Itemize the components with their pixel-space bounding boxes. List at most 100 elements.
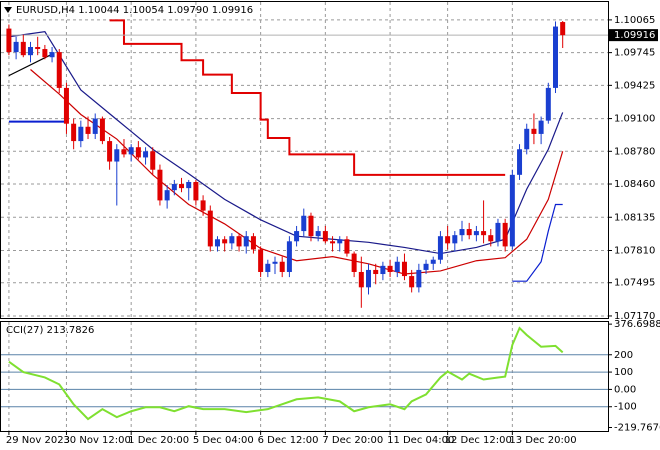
x-tick-label: 30 Nov 12:00 — [63, 435, 130, 446]
candle-body — [538, 120, 544, 134]
y-tick-label: 376.6988 — [614, 319, 660, 330]
candle-body — [315, 231, 321, 237]
candle-body — [552, 26, 558, 88]
candle-body — [42, 49, 48, 58]
candle-body — [193, 181, 199, 201]
candle-body — [200, 200, 206, 211]
candle-body — [229, 236, 235, 244]
candle-body — [236, 236, 242, 247]
candle-body — [452, 235, 458, 244]
candle-body — [488, 235, 494, 242]
candle-body — [35, 46, 41, 50]
collapse-icon[interactable] — [4, 7, 12, 13]
candle-body — [430, 259, 436, 264]
candle-body — [143, 151, 149, 158]
panels — [0, 1, 609, 432]
candle-body — [416, 269, 422, 288]
candle-body — [524, 128, 530, 150]
y-tick-label: 100 — [614, 367, 633, 378]
candle-body — [258, 249, 264, 272]
candle-body — [92, 118, 98, 134]
candle-body — [128, 147, 134, 155]
indicator-header: CCI(27) 213.7826 — [6, 325, 94, 336]
y-tick-label: -219.7676 — [614, 422, 660, 433]
candle-body — [517, 149, 523, 175]
y-tick-label: 1.08780 — [614, 146, 655, 157]
candle-body — [13, 41, 19, 53]
indicator-line — [30, 69, 564, 275]
x-tick-label: 29 Nov 2023 — [6, 435, 70, 446]
indicator-line — [109, 19, 506, 176]
candle-body — [401, 261, 407, 277]
candle-body — [330, 241, 336, 244]
y-tick-label: 1.07810 — [614, 246, 655, 257]
candle-body — [78, 126, 84, 142]
candle-body — [164, 190, 170, 201]
candle-body — [71, 123, 77, 142]
candle-body — [459, 229, 465, 236]
candle-body — [150, 151, 156, 170]
candle-body — [20, 41, 26, 56]
candle-body — [545, 87, 551, 121]
candle-body — [186, 181, 192, 189]
candle-body — [409, 276, 415, 288]
candle-body — [63, 87, 69, 124]
candle-body — [157, 169, 163, 201]
candle-body — [121, 149, 127, 155]
candle-body — [344, 239, 350, 254]
x-tick-label: 5 Dec 04:00 — [193, 435, 254, 446]
y-tick-label: 1.09425 — [614, 80, 655, 91]
candle-body — [509, 174, 515, 247]
y-tick-label: 1.08460 — [614, 179, 655, 190]
current-price-box — [608, 29, 658, 42]
x-tick-label: 7 Dec 20:00 — [322, 435, 383, 446]
candle-body — [301, 215, 307, 232]
candle-body — [495, 222, 501, 242]
candle-body — [387, 265, 393, 272]
candle-body — [351, 253, 357, 272]
y-tick-label: 1.10065 — [614, 15, 655, 26]
y-tick-label: 0.00 — [614, 384, 636, 395]
candle-body — [179, 184, 185, 189]
y-tick-label: 1.07170 — [614, 311, 655, 322]
indicator-line — [512, 203, 563, 282]
candle-body — [560, 22, 566, 36]
x-tick-label: 1 Dec 20:00 — [128, 435, 189, 446]
x-tick-label: 13 Dec 20:00 — [509, 435, 576, 446]
x-tick-label: 12 Dec 12:00 — [445, 435, 512, 446]
candle-body — [265, 263, 271, 272]
candle-body — [466, 229, 472, 236]
candle-body — [85, 126, 91, 134]
candle-body — [222, 239, 228, 244]
candle-body — [243, 236, 249, 247]
candle-body — [114, 149, 120, 162]
y-tick-label: 1.07495 — [614, 278, 655, 289]
candle-body — [99, 118, 105, 142]
candle-body — [171, 184, 177, 191]
candle-body — [6, 28, 12, 53]
candle-body — [473, 231, 479, 236]
candle-body — [358, 271, 364, 288]
indicator-line — [8, 31, 564, 255]
candle-body — [27, 46, 33, 56]
candle-body — [337, 239, 343, 244]
candle-body — [322, 231, 328, 242]
main-panel-frame — [0, 1, 609, 319]
candle-body — [423, 263, 429, 270]
candle-body — [437, 236, 443, 260]
candle-body — [286, 241, 292, 272]
x-tick-label: 11 Dec 04:00 — [387, 435, 454, 446]
candle-body — [207, 210, 213, 247]
candle-body — [49, 52, 55, 58]
symbol-header: EURUSD,H4 1.10044 1.10054 1.09790 1.0991… — [16, 5, 253, 16]
candle-body — [135, 147, 141, 158]
y-tick-label: 1.09745 — [614, 48, 655, 59]
candle-body — [481, 231, 487, 236]
candle-body — [531, 128, 537, 134]
candle-body — [394, 261, 400, 272]
candle-body — [373, 269, 379, 275]
y-tick-label: -100 — [614, 402, 637, 413]
y-tick-label: 1.09100 — [614, 114, 655, 125]
